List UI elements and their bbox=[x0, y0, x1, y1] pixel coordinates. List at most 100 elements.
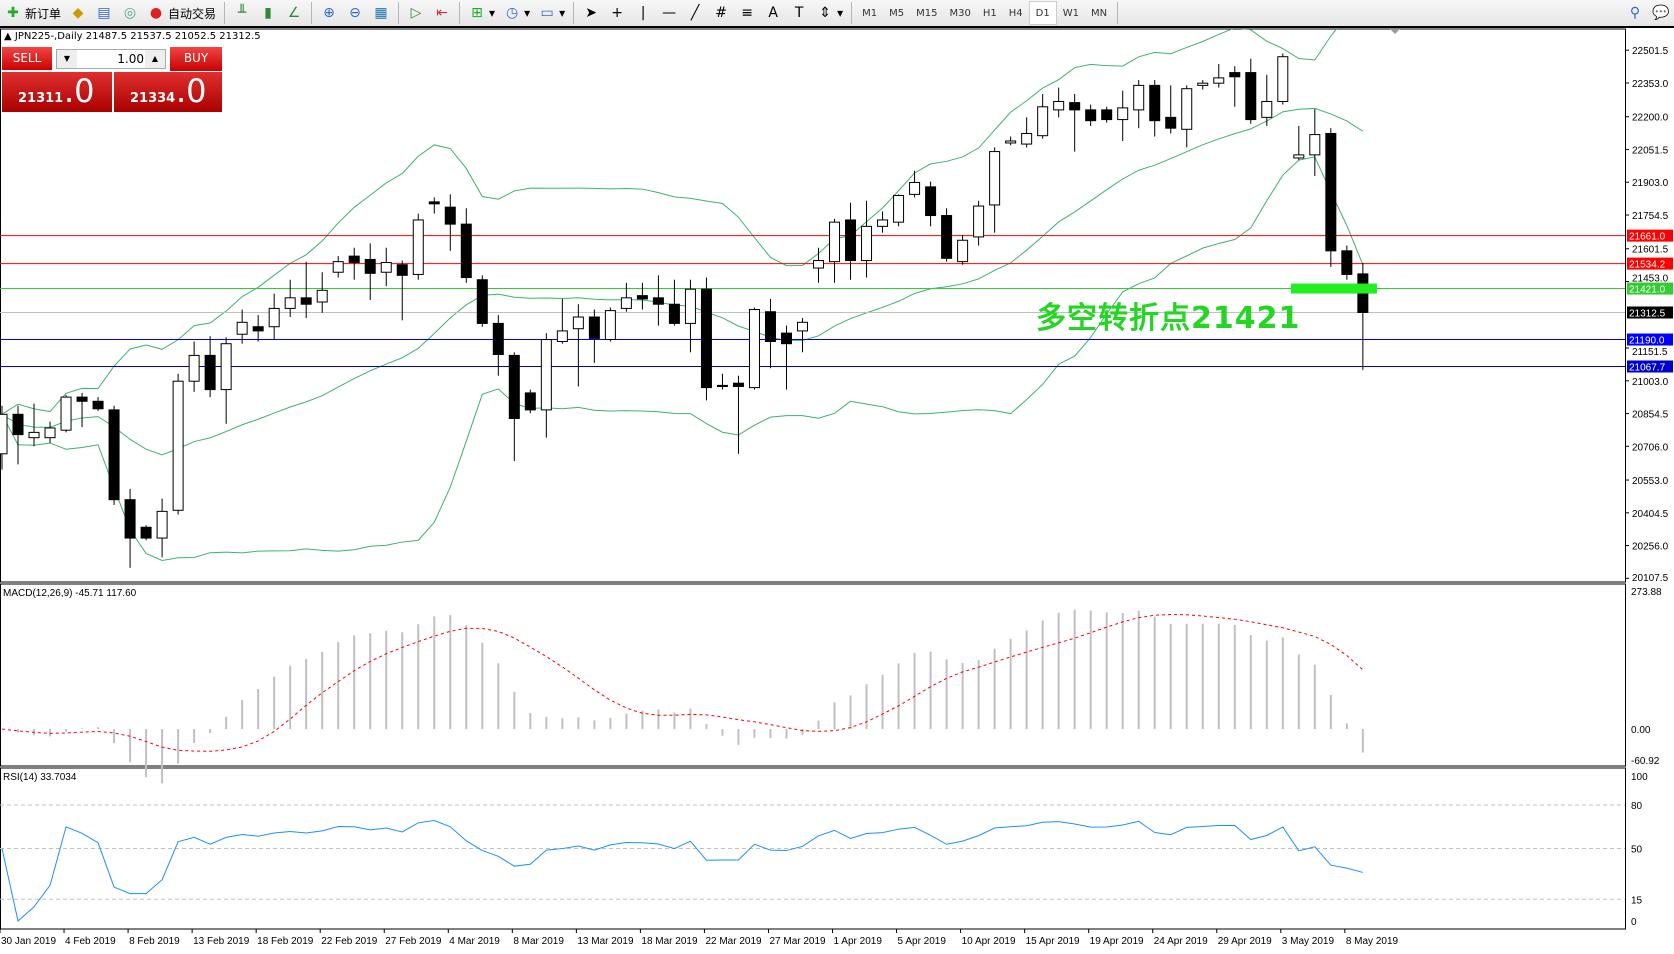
level-price-label: 21421.0 bbox=[1629, 285, 1666, 296]
buy-button[interactable]: BUY bbox=[170, 47, 222, 71]
candle-bullish bbox=[188, 354, 200, 382]
timeframe-w1[interactable]: W1 bbox=[1062, 7, 1079, 19]
new-order-button[interactable]: ✚ 新订单 bbox=[0, 1, 65, 25]
lot-size-stepper[interactable]: ▼ ▲ bbox=[56, 49, 166, 69]
search-button[interactable]: ⚲ bbox=[1622, 1, 1648, 25]
cursor-icon: ➤ bbox=[585, 5, 597, 21]
price-tick-label: 21754.5 bbox=[1632, 211, 1669, 222]
price-tick-label: 22353.0 bbox=[1632, 79, 1669, 90]
bar-chart-icon: ╨ bbox=[237, 5, 247, 21]
collapse-triangle-icon[interactable]: ▲ bbox=[4, 31, 12, 42]
candle-bearish bbox=[108, 409, 120, 501]
fibonacci-button[interactable]: ≡ bbox=[734, 1, 760, 25]
templates-button[interactable]: ▭ ▾ bbox=[534, 1, 569, 25]
chat-button[interactable]: 💬 bbox=[1648, 1, 1674, 25]
vertical-line-icon: | bbox=[640, 5, 646, 21]
date-label: 8 Feb 2019 bbox=[129, 936, 180, 947]
level-price-badge bbox=[1627, 333, 1673, 346]
candle-bullish bbox=[1133, 84, 1145, 111]
rsi-tick-label: 0 bbox=[1631, 917, 1637, 928]
price-tick-label: 21151.5 bbox=[1632, 347, 1668, 358]
arrows-button[interactable]: ⇕ ▾ bbox=[812, 1, 847, 25]
zoom-out-button[interactable]: ⊖ bbox=[342, 1, 368, 25]
crosshair-icon: + bbox=[611, 5, 623, 21]
crosshair-button[interactable]: + bbox=[604, 1, 630, 25]
date-label: 30 Jan 2019 bbox=[1, 936, 56, 947]
terminal-button[interactable]: ▤ bbox=[91, 1, 117, 25]
horizontal-line-button[interactable]: — bbox=[656, 1, 682, 25]
macd-signal-line bbox=[1, 613, 1364, 752]
candle-bullish bbox=[957, 239, 969, 263]
chart-canvas[interactable]: 22501.5 22353.0 22200.0 22051.5 21903.0 21754… bbox=[0, 28, 1674, 951]
sell-price-button[interactable]: 21311.0 bbox=[2, 72, 112, 112]
date-label: 19 Apr 2019 bbox=[1090, 936, 1144, 947]
macd-tick-label: 0.00 bbox=[1631, 725, 1651, 736]
navigator-button[interactable]: ◆ bbox=[65, 1, 91, 25]
auto-scroll-button[interactable]: ▷ bbox=[403, 1, 429, 25]
price-tick-label: 21453.0 bbox=[1632, 273, 1669, 284]
bar-chart-button[interactable]: ╨ bbox=[229, 1, 255, 25]
separator bbox=[573, 2, 575, 24]
indicators-button[interactable]: ⊞ ▾ bbox=[464, 1, 499, 25]
zoom-out-icon: ⊖ bbox=[349, 5, 361, 21]
terminal-icon: ▤ bbox=[97, 5, 111, 21]
timeframe-mn[interactable]: MN bbox=[1090, 7, 1108, 19]
channel-button[interactable]: # bbox=[708, 1, 734, 25]
lot-decrease-button[interactable]: ▼ bbox=[57, 50, 77, 68]
candle-bullish bbox=[412, 219, 424, 275]
timeframe-h1[interactable]: H1 bbox=[982, 7, 997, 19]
trendline-button[interactable]: ╱ bbox=[682, 1, 708, 25]
text-label-button[interactable]: T bbox=[786, 1, 812, 25]
candle-bullish bbox=[1277, 56, 1289, 102]
text-button[interactable]: A bbox=[760, 1, 786, 25]
chart-window[interactable]: 22501.5 22353.0 22200.0 22051.5 21903.0 21754… bbox=[0, 28, 1674, 951]
periods-button[interactable]: ◷ ▾ bbox=[499, 1, 534, 25]
candle-bearish bbox=[1229, 72, 1241, 78]
cursor-button[interactable]: ➤ bbox=[578, 1, 604, 25]
level-price-badge bbox=[1627, 282, 1673, 295]
candle-bullish bbox=[813, 260, 825, 269]
timeframe-d1[interactable]: D1 bbox=[1028, 1, 1057, 25]
timeframe-m5[interactable]: M5 bbox=[889, 7, 905, 19]
rsi-tick-label: 100 bbox=[1631, 772, 1648, 783]
candle-bullish bbox=[973, 205, 985, 238]
timeframe-h4[interactable]: H4 bbox=[1008, 7, 1023, 19]
candle-bearish bbox=[652, 297, 664, 305]
lot-size-input[interactable] bbox=[78, 50, 144, 68]
auto-trading-button[interactable]: ● 自动交易 bbox=[143, 1, 220, 25]
candle-bullish bbox=[316, 289, 328, 303]
candle-bullish bbox=[332, 261, 344, 273]
candle-bearish bbox=[460, 223, 472, 279]
candle-bearish bbox=[300, 297, 312, 305]
sell-price: 21311 bbox=[18, 91, 64, 106]
candle-bearish bbox=[716, 384, 728, 388]
text-label-icon: T bbox=[794, 5, 804, 21]
buy-price-button[interactable]: 21334.0 bbox=[114, 72, 222, 112]
level-price-label: 21534.2 bbox=[1629, 260, 1666, 271]
vertical-line-button[interactable]: | bbox=[630, 1, 656, 25]
signals-button[interactable]: ◎ bbox=[117, 1, 143, 25]
price-tick-label: 22501.5 bbox=[1632, 46, 1669, 57]
chart-shift-button[interactable]: ⇤ bbox=[429, 1, 455, 25]
candle-bullish bbox=[893, 194, 905, 223]
line-chart-button[interactable]: ∠ bbox=[281, 1, 307, 25]
new-order-icon: ✚ bbox=[7, 5, 19, 21]
level-price-badge bbox=[1627, 257, 1673, 270]
candle-bullish bbox=[829, 221, 841, 263]
zoom-in-button[interactable]: ⊕ bbox=[316, 1, 342, 25]
lot-increase-button[interactable]: ▲ bbox=[145, 50, 165, 68]
candlestick-button[interactable]: ▮ bbox=[255, 1, 281, 25]
arrows-icon: ⇕ bbox=[819, 5, 831, 21]
candle-bullish bbox=[156, 510, 168, 539]
tile-windows-button[interactable]: ▦ bbox=[368, 1, 394, 25]
sell-button[interactable]: SELL bbox=[2, 47, 52, 71]
level-price-label: 21067.7 bbox=[1629, 362, 1666, 373]
candle-bullish bbox=[1117, 107, 1129, 121]
timeframe-m15[interactable]: M15 bbox=[916, 7, 938, 19]
pivot-annotation: 多空转折点21421 bbox=[1036, 301, 1301, 336]
timeframe-m1[interactable]: M1 bbox=[862, 7, 878, 19]
candle-bullish bbox=[797, 321, 808, 332]
candle-bullish bbox=[60, 396, 72, 431]
candle-bullish bbox=[604, 310, 616, 341]
timeframe-m30[interactable]: M30 bbox=[949, 7, 971, 19]
